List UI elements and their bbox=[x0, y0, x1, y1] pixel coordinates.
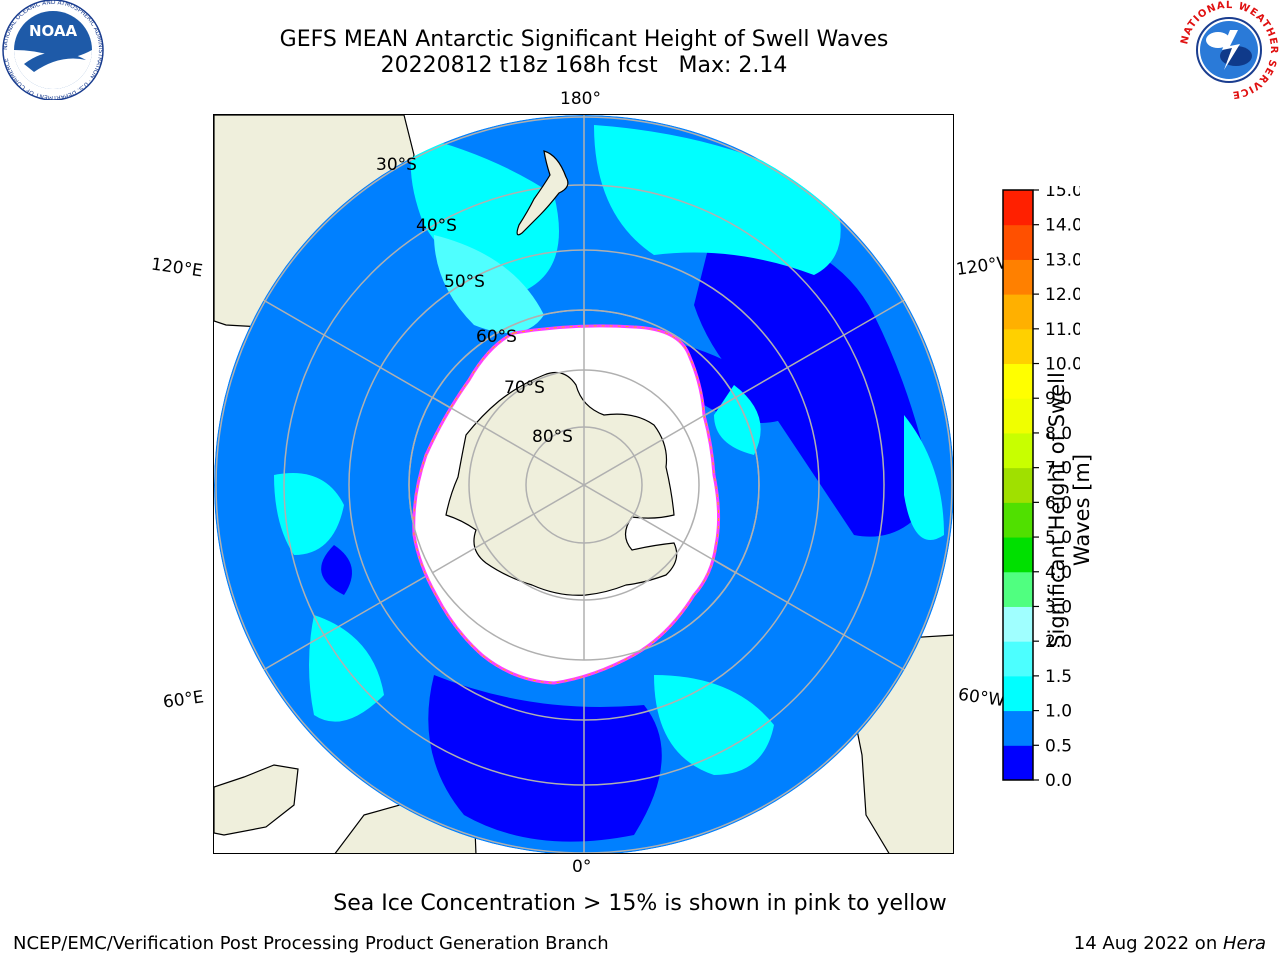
colorbar-swatch bbox=[1003, 537, 1033, 573]
new-zealand bbox=[516, 150, 569, 236]
colorbar-frame bbox=[1002, 189, 1034, 781]
colorbar-tick-label: 7.0 bbox=[1045, 459, 1072, 479]
colorbar-swatch bbox=[1003, 259, 1033, 295]
colorbar-swatch bbox=[1003, 675, 1033, 712]
lat-label-40s: 40°S bbox=[416, 216, 457, 236]
colorbar-swatch bbox=[1003, 606, 1033, 642]
chart-title: GEFS MEAN Antarctic Significant Height o… bbox=[279, 27, 889, 52]
colorbar-tick-label: 0.0 bbox=[1045, 771, 1072, 786]
colorbar-tick-label: 1.0 bbox=[1045, 702, 1072, 722]
colorbar-tick-label: 9.0 bbox=[1045, 389, 1072, 409]
lat-label-80s: 80°S bbox=[532, 427, 573, 447]
colorbar-tick-label: 5.0 bbox=[1045, 528, 1072, 548]
colorbar-swatch bbox=[1003, 571, 1033, 607]
colorbar-swatch bbox=[1003, 432, 1033, 469]
colorbar-tick-label: 13.0 bbox=[1045, 250, 1080, 270]
colorbar-swatch bbox=[1003, 502, 1033, 538]
lon-label-60e: 60°E bbox=[161, 687, 206, 713]
colorbar-swatch bbox=[1003, 641, 1033, 677]
colorbar-swatch bbox=[1003, 745, 1033, 781]
colorbar-tick-label: 15.0 bbox=[1045, 186, 1080, 201]
colorbar-tick-label: 8.0 bbox=[1045, 424, 1072, 444]
date-text: 14 Aug 2022 on Hera bbox=[1074, 933, 1266, 954]
map-panel: 30°S 40°S 50°S 60°S 70°S 80°S bbox=[213, 114, 954, 854]
colorbar-tick-label: 11.0 bbox=[1045, 320, 1080, 340]
date-prefix: 14 Aug 2022 on bbox=[1073, 933, 1223, 954]
colorbar-swatch bbox=[1003, 294, 1033, 330]
colorbar-tick-label: 14.0 bbox=[1045, 216, 1080, 236]
svg-text:NOAA: NOAA bbox=[29, 22, 78, 40]
colorbar-swatch bbox=[1003, 328, 1033, 365]
lat-label-60s: 60°S bbox=[476, 327, 517, 347]
colorbar-tick-label: 10.0 bbox=[1045, 355, 1080, 375]
colorbar-swatch bbox=[1003, 398, 1033, 434]
colorbar-tick-label: 6.0 bbox=[1045, 493, 1072, 513]
antarctica bbox=[445, 372, 678, 596]
sea-ice-note: Sea Ice Concentration > 15% is shown in … bbox=[333, 891, 947, 916]
chart-subtitle: 20220812 t18z 168h fcst Max: 2.14 bbox=[380, 53, 788, 78]
colorbar-swatch bbox=[1003, 710, 1033, 746]
colorbar-swatch bbox=[1003, 363, 1033, 399]
colorbar-tick-label: 0.5 bbox=[1045, 736, 1072, 756]
colorbar-tick-label: 1.5 bbox=[1045, 667, 1072, 687]
lat-label-50s: 50°S bbox=[444, 272, 485, 292]
lon-label-0: 0° bbox=[572, 857, 592, 877]
colorbar-tick-label: 2.0 bbox=[1045, 632, 1072, 652]
meridians-overlay bbox=[431, 310, 737, 660]
colorbar-swatch bbox=[1003, 224, 1033, 260]
credit-text: NCEP/EMC/Verification Post Processing Pr… bbox=[13, 933, 609, 954]
lon-label-180: 180° bbox=[560, 89, 601, 109]
lon-label-60w: 60°W bbox=[956, 684, 1007, 712]
lon-label-120e: 120°E bbox=[149, 254, 204, 282]
colorbar-tick-label: 12.0 bbox=[1045, 285, 1080, 305]
lat-label-30s: 30°S bbox=[376, 155, 417, 175]
nws-logo: NATIONAL WEATHER SERVICE bbox=[1178, 0, 1280, 104]
colorbar-swatch bbox=[1003, 190, 1033, 226]
lat-label-70s: 70°S bbox=[504, 378, 545, 398]
colorbar-tick-label: 3.0 bbox=[1045, 597, 1072, 617]
colorbar-tick-label: 4.0 bbox=[1045, 563, 1072, 583]
colorbar-swatch bbox=[1003, 467, 1033, 503]
colorbar: 0.0 0.5 1.0 1.5 2.0 3.0 4.0 5.0 6.0 7.0 8.0 9.0 10.0… bbox=[1002, 186, 1080, 786]
colorbar-label: Significant Height of Swell Waves [m] bbox=[1045, 372, 1094, 648]
noaa-logo: NATIONAL OCEANIC AND ATMOSPHERIC ADMINIS… bbox=[0, 0, 106, 104]
date-host: Hera bbox=[1222, 933, 1266, 954]
